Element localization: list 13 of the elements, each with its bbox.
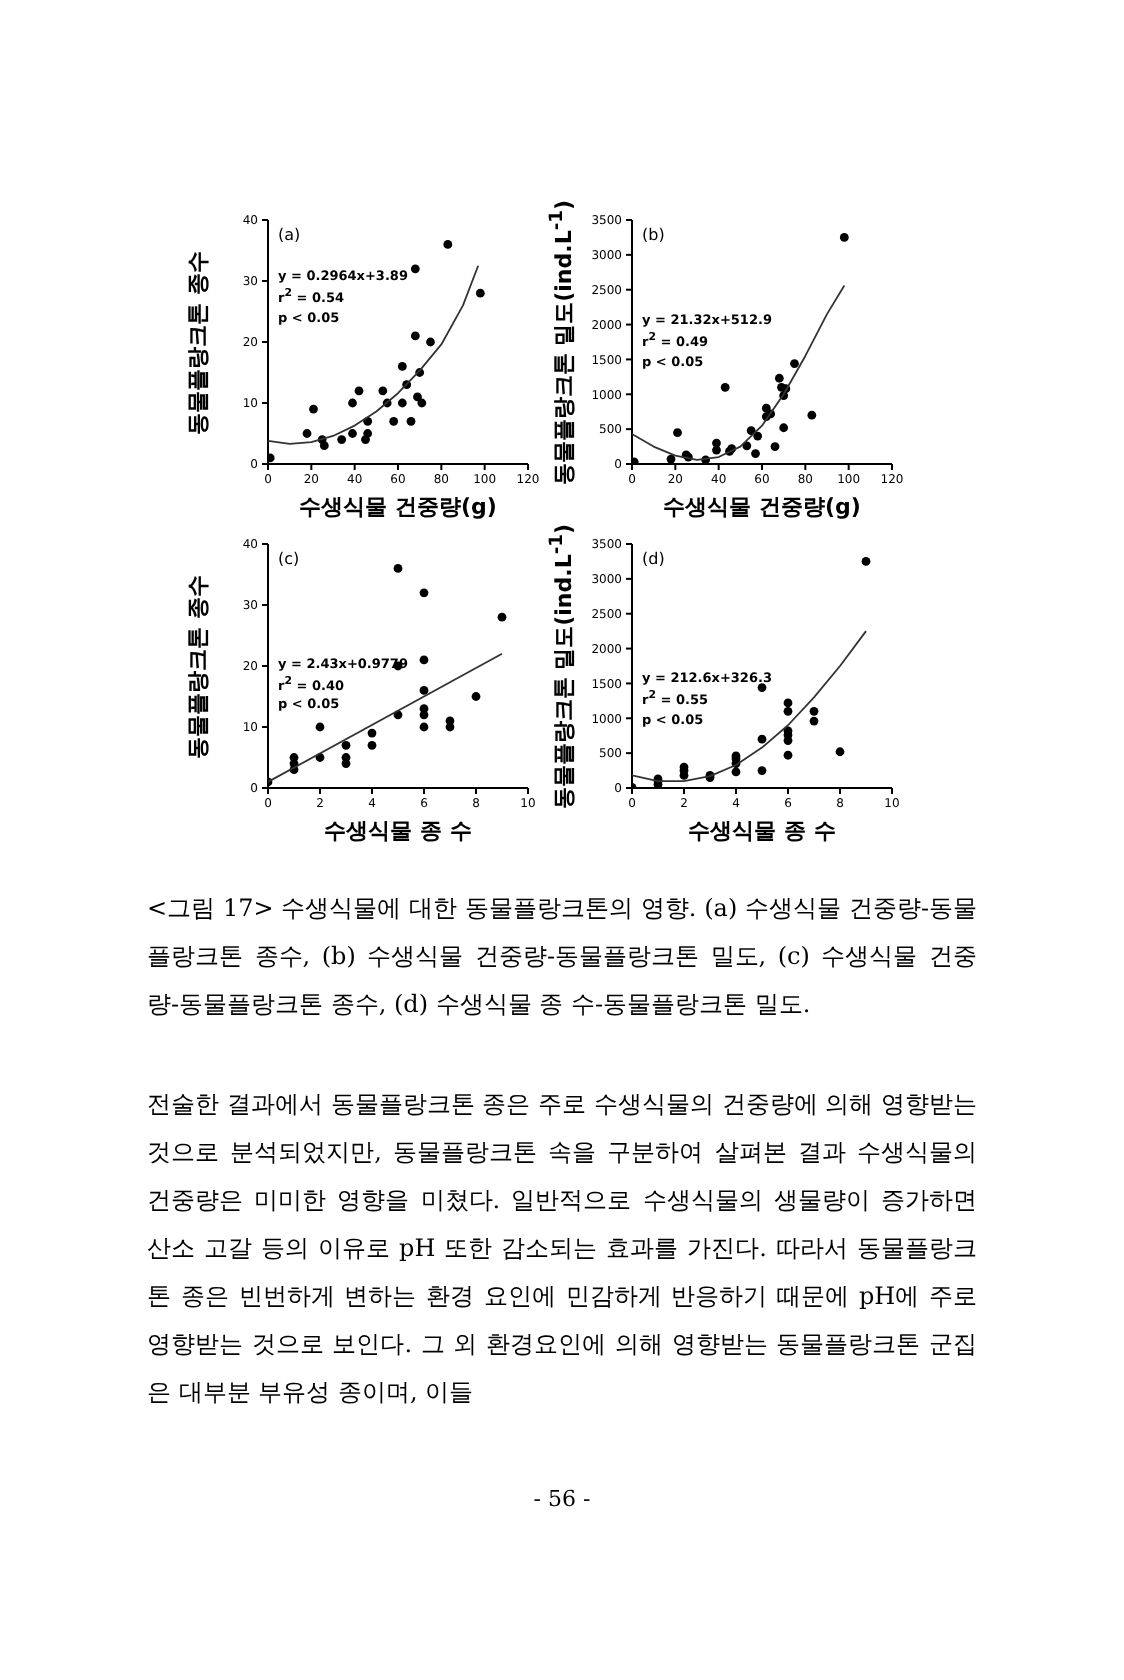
x-axis-title: 수생식물 건중량(g) — [661, 492, 863, 524]
x-axis-title: 수생식물 종 수 — [686, 816, 838, 848]
x-axis-title: 수생식물 건중량(g) — [297, 492, 499, 524]
y-axis-title: 동물플랑크톤 종수 — [183, 250, 213, 434]
x-axis-title: 수생식물 종 수 — [322, 816, 474, 848]
annotation: (c) — [278, 550, 300, 568]
text: - 56 - — [531, 1484, 593, 1516]
text: 전술한 결과에서 동물플랑크톤 종은 주로 수생식물의 건중량에 의해 영향받는 것으로 분석되었지만, 동물플랑크톤 속을 구분하여 살펴본 결과 수생식물의 건중량은 미미한 영향을 미쳤다. 일반적으로 수생식물의 생물량이 증가하면 산소 고갈 등의 이유로 pH 또한 감소되는 효과를 가진다. 따라서 동물플랑크톤 종은 빈번하게 변하는 환경 요인에 민감하게 반응하기 때문에 pH에 주로 영향받는 것으로 보인다. 그 외 환경요인에 의해 영향받는 동물플랑크톤 군집은 대부분 부유성 종이며, 이들 — [147, 1088, 977, 1410]
annotation: (b) — [642, 226, 665, 244]
annotation: (a) — [278, 226, 301, 244]
text: <그림 17> 수생식물에 대한 동물플랑크톤의 영향. (a) 수생식물 건중량-동물플랑크톤 종수, (b) 수생식물 건중량-동물플랑크톤 밀도, (c) 수생식물 건중량-동물플랑크톤 종수, (d) 수생식물 종 수-동물플랑크톤 밀도. — [147, 892, 977, 1022]
annotation: (d) — [642, 550, 665, 568]
y-axis-title: 동물플랑크톤 종수 — [183, 574, 213, 758]
